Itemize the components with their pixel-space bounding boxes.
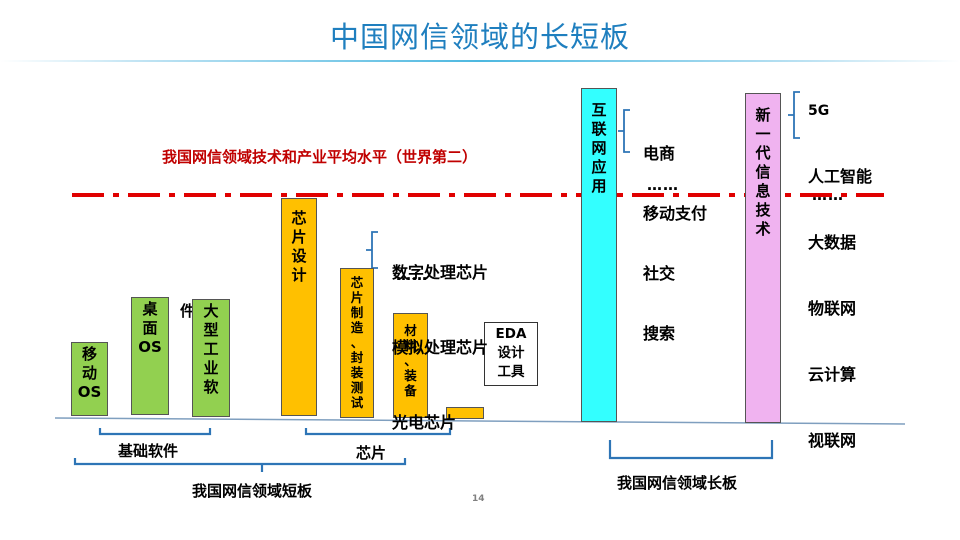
page-title: 中国网信领域的长短板 [329, 20, 630, 54]
internet-list: 电商 移动支付 社交 搜索 [643, 104, 707, 364]
list-item: 光电芯片 [392, 413, 457, 432]
page-number: 14 [472, 494, 485, 504]
eda-line-1: EDA [495, 326, 527, 342]
internet-list-more: …… [647, 176, 679, 194]
bar-mobile-os: 移 动 OS [71, 342, 108, 416]
list-item: 移动支付 [643, 204, 708, 223]
newtech-list: 5G 人工智能 大数据 物联网 云计算 视联网 [808, 56, 872, 474]
group-label-chips: 芯片 [356, 444, 387, 462]
bar-eda [446, 407, 484, 419]
list-item: 物联网 [808, 299, 857, 318]
chip-list-more: …… [396, 266, 428, 284]
bar-desktop-os: 桌 面 OS [131, 297, 169, 415]
list-item: 搜索 [643, 324, 676, 343]
group-label-short-board: 我国网信领域短板 [192, 482, 313, 500]
bar-label: 芯 片 制 造 、 封 装 测 试 [350, 275, 364, 410]
title-divider [0, 60, 960, 62]
group-label-basic-software: 基础软件 [118, 442, 179, 460]
list-item: 大数据 [808, 233, 857, 252]
list-item: 数字处理芯片 [392, 263, 489, 282]
chip-list: 数字处理芯片 模拟处理芯片 光电芯片 [392, 210, 488, 460]
list-item: 模拟处理芯片 [392, 338, 489, 357]
bar-internet-apps: 互 联 网 应 用 [581, 88, 617, 422]
brace-chip-list [366, 231, 378, 269]
eda-line-3: 工具 [497, 364, 525, 380]
bar-chip-design: 芯 片 设 计 [281, 198, 317, 416]
group-label-long-board: 我国网信领域长板 [617, 474, 738, 492]
bar-new-gen-it: 新 一 代 信 息 技 术 [745, 93, 781, 423]
brace-newtech-list [788, 91, 800, 139]
bar-label: 互 联 网 应 用 [591, 101, 607, 195]
eda-callout: EDA 设计 工具 [484, 322, 538, 386]
brace-internet-list [618, 109, 630, 153]
list-item: 社交 [643, 264, 676, 283]
bar-label: 芯 片 设 计 [291, 209, 307, 284]
bracket-basic-software [98, 428, 212, 436]
bar-label: 材 料 、 装 备 [404, 323, 417, 398]
list-item: 电商 [643, 144, 676, 163]
baseline [54, 417, 906, 425]
bar-chip-manufacturing: 芯 片 制 造 、 封 装 测 试 [340, 268, 374, 418]
bar-label: 移 动 OS [77, 345, 102, 401]
list-item: 人工智能 [808, 167, 873, 186]
average-level-label: 我国网信领域技术和产业平均水平（世界第二） [162, 148, 478, 166]
eda-line-2: 设计 [497, 345, 525, 361]
bar-industrial-software: 大 型 工 业 软 [192, 299, 230, 417]
bar-label: 新 一 代 信 息 技 术 [755, 106, 771, 238]
list-item: 5G [808, 103, 830, 119]
bracket-short-board [73, 458, 407, 466]
list-item: 视联网 [808, 431, 857, 450]
bracket-chips [304, 428, 452, 436]
newtech-list-more: …… [812, 186, 844, 204]
bracket-long-board [608, 440, 774, 460]
list-item: 云计算 [808, 365, 857, 384]
bar-side-char: 件 [180, 302, 196, 320]
bar-label: 大 型 工 业 软 [203, 302, 219, 396]
bar-materials-equipment: 材 料 、 装 备 [393, 313, 428, 418]
bar-label: 桌 面 OS [138, 300, 162, 356]
